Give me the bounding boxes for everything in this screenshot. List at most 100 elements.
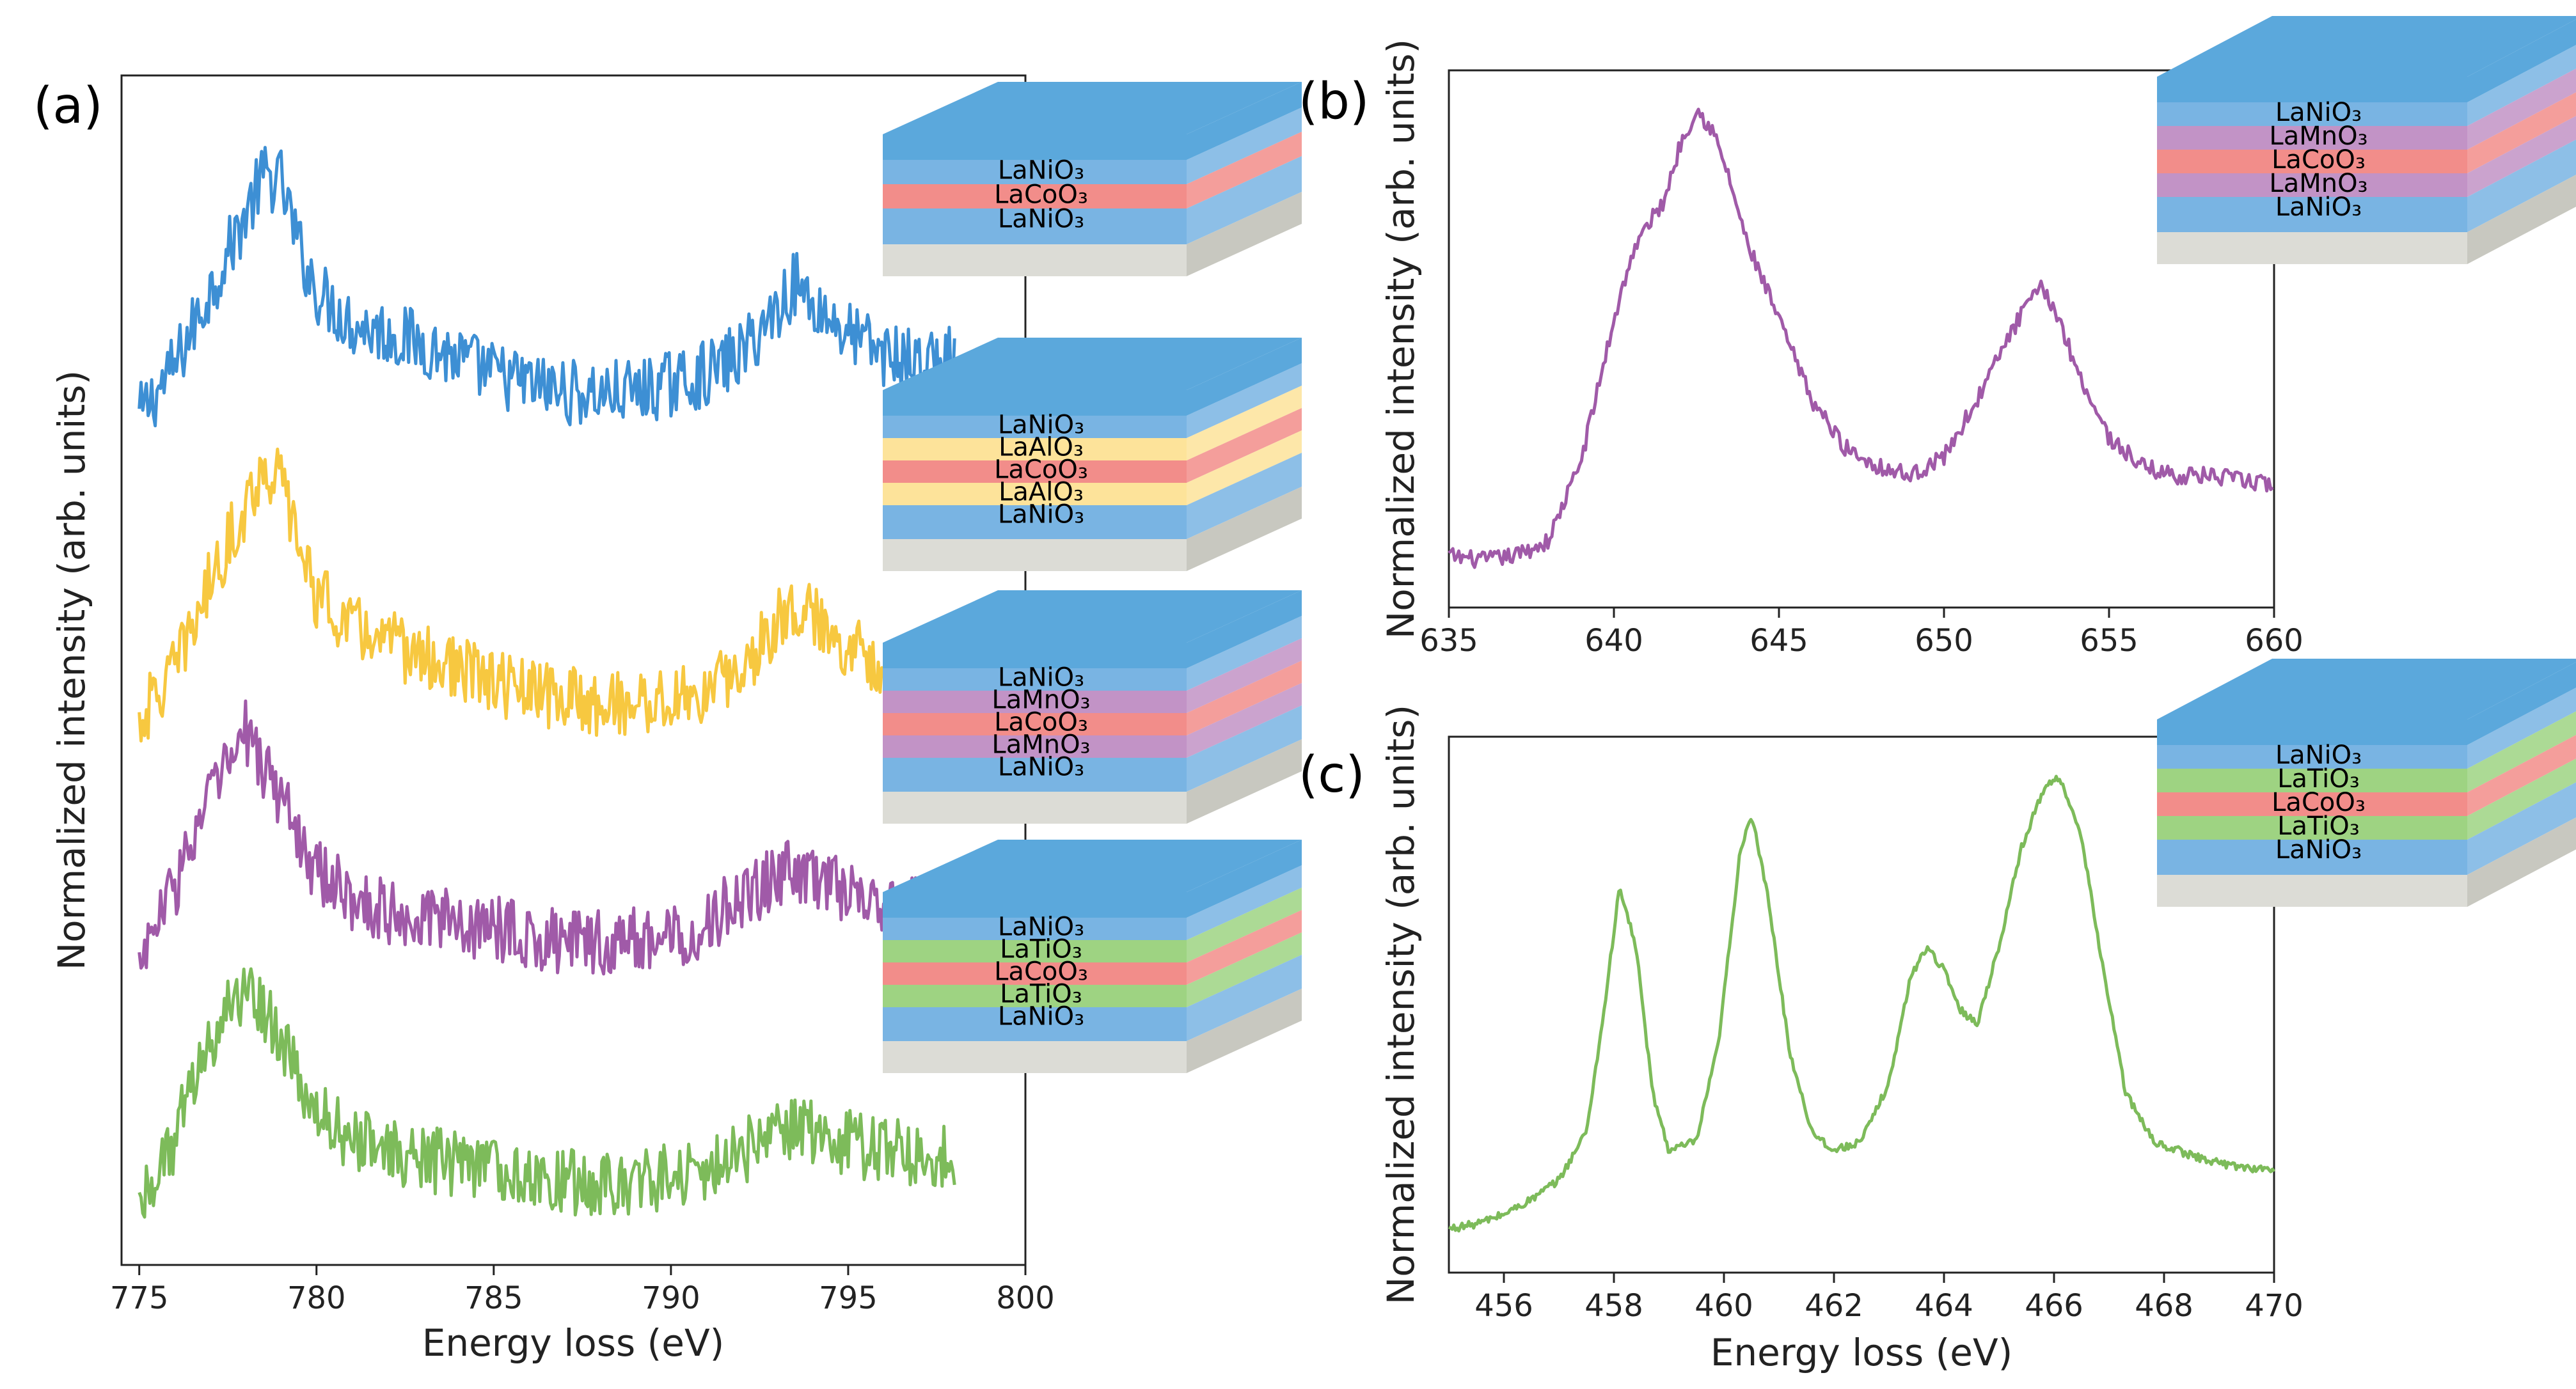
stack-layer-side	[1187, 430, 1302, 505]
stack-layer-label: LaNiO₃	[998, 752, 1084, 781]
heterostructure-diagrams: LaNiO₃LaCoO₃LaNiO₃LaNiO₃LaAlO₃LaCoO₃LaAl…	[883, 16, 2576, 1073]
stack-layer	[883, 483, 1187, 505]
stack-layer	[883, 758, 1187, 792]
panel-c-label: (c)	[1299, 746, 1365, 804]
stack-layer-label: LaNiO₃	[998, 205, 1084, 234]
stack-layer-side	[2467, 92, 2576, 173]
stack-substrate-side	[2467, 175, 2576, 264]
stack-cap-front	[2157, 719, 2467, 745]
stack-layer-side	[1187, 705, 1302, 792]
stack-top-face	[883, 82, 1302, 134]
xtick-label: 456	[1474, 1288, 1533, 1324]
stack-layer	[883, 985, 1187, 1007]
series-line-3	[138, 699, 956, 976]
panel-c-xlabel: Energy loss (eV)	[1711, 1331, 2013, 1374]
stack-layer-label: LaCoO₃	[994, 180, 1088, 210]
stack-layer	[883, 918, 1187, 940]
stack-substrate-front	[883, 792, 1187, 824]
stack-layer	[883, 160, 1187, 184]
stack-layer-label: LaCoO₃	[994, 957, 1088, 986]
stack-layer-side	[2467, 735, 2576, 816]
stack-layer	[883, 668, 1187, 691]
stack-layer-side	[2467, 116, 2576, 197]
stack-substrate-side	[1187, 192, 1302, 276]
xtick-label: 466	[2025, 1288, 2083, 1324]
stack-layer-label: LaNiO₃	[2275, 192, 2362, 222]
stack-layer-label: LaNiO₃	[2275, 741, 2362, 770]
stack-cap-front	[2157, 77, 2467, 102]
stack-layer-side	[2467, 687, 2576, 769]
stack-layer-side	[1187, 363, 1302, 438]
stack-cap-side	[1187, 338, 1302, 416]
stack-top-face	[2157, 16, 2576, 77]
stack-cap-front	[883, 134, 1187, 160]
xtick-label: 775	[110, 1280, 169, 1316]
xtick-label: 645	[1750, 623, 1808, 659]
stack-layer	[2157, 745, 2467, 769]
stack-layer-label: LaNiO₃	[2275, 98, 2362, 127]
stack-layer-side	[1187, 453, 1302, 539]
stack-layer-label: LaTiO₃	[2277, 812, 2360, 841]
stack-layer-label: LaAlO₃	[999, 432, 1084, 462]
stack-layer-side	[1187, 386, 1302, 460]
series-line-4	[138, 967, 956, 1219]
stack-substrate-front	[2157, 232, 2467, 264]
stack-layer	[883, 438, 1187, 460]
xtick-label: 655	[2080, 623, 2138, 659]
stack-substrate-front	[2157, 875, 2467, 907]
stack-layer-side	[2467, 782, 2576, 875]
stack-layer-label: LaMnO₃	[2269, 122, 2367, 151]
stack-layer	[2157, 792, 2467, 816]
panel-c-frame	[1448, 735, 2275, 1274]
stack-layer-side	[2467, 139, 2576, 232]
stack-layer	[2157, 102, 2467, 126]
stack-layer-side	[1187, 132, 1302, 208]
xtick-label: 790	[642, 1280, 700, 1316]
stack-layer	[2157, 769, 2467, 792]
stack-layer-side	[1187, 683, 1302, 758]
stack-layer	[2157, 126, 2467, 150]
stack-layer-label: LaTiO₃	[2277, 764, 2360, 794]
stack-layer	[883, 208, 1187, 244]
stack-substrate-front	[883, 244, 1187, 276]
stack-layer	[2157, 840, 2467, 875]
stack-layer-side	[1187, 638, 1302, 713]
stack-layer	[883, 940, 1187, 962]
stack-layer-side	[1187, 661, 1302, 735]
stack-layer-side	[1187, 107, 1302, 184]
stack-layer-label: LaNiO₃	[998, 663, 1084, 692]
stack-cap-side	[1187, 840, 1302, 918]
stack-substrate-side	[2467, 817, 2576, 907]
panel-a-ylabel: Normalized intensity (arb. units)	[50, 370, 93, 970]
xtick-label: 785	[464, 1280, 523, 1316]
series-line-2	[138, 447, 956, 743]
stack-layer-side	[2467, 45, 2576, 126]
panel-b: (b) Normalized intensity (arb. units) 63…	[1299, 39, 2303, 659]
stack-cap-front	[883, 390, 1187, 416]
stack-layer-label: LaMnO₃	[2269, 169, 2367, 198]
xtick-label: 468	[2135, 1288, 2193, 1324]
panel-a-xlabel: Energy loss (eV)	[422, 1321, 725, 1365]
series-line-1	[1448, 107, 2274, 569]
xtick-label: 800	[996, 1280, 1055, 1316]
panel-a: (a) Energy loss (eV) Normalized intensit…	[33, 74, 1055, 1365]
stack-layer-label: LaCoO₃	[2272, 145, 2366, 175]
xtick-label: 470	[2245, 1288, 2303, 1324]
stack-layer-side	[1187, 616, 1302, 691]
stack-layer-label: LaTiO₃	[1000, 979, 1082, 1008]
stack-layer	[883, 1007, 1187, 1041]
stack-layer-label: LaNiO₃	[2275, 835, 2362, 865]
stack-layer-label: LaCoO₃	[994, 455, 1088, 484]
stack-layer-label: LaNiO₃	[998, 499, 1084, 529]
panel-a-label: (a)	[33, 77, 103, 135]
stack-layer-label: LaAlO₃	[999, 477, 1084, 506]
stack-layer-side	[1187, 865, 1302, 940]
stack-top-face	[2157, 659, 2576, 719]
panel-c-ylabel: Normalized intensity (arb. units)	[1379, 705, 1423, 1305]
panel-b-ylabel: Normalized intensity (arb. units)	[1379, 39, 1423, 639]
